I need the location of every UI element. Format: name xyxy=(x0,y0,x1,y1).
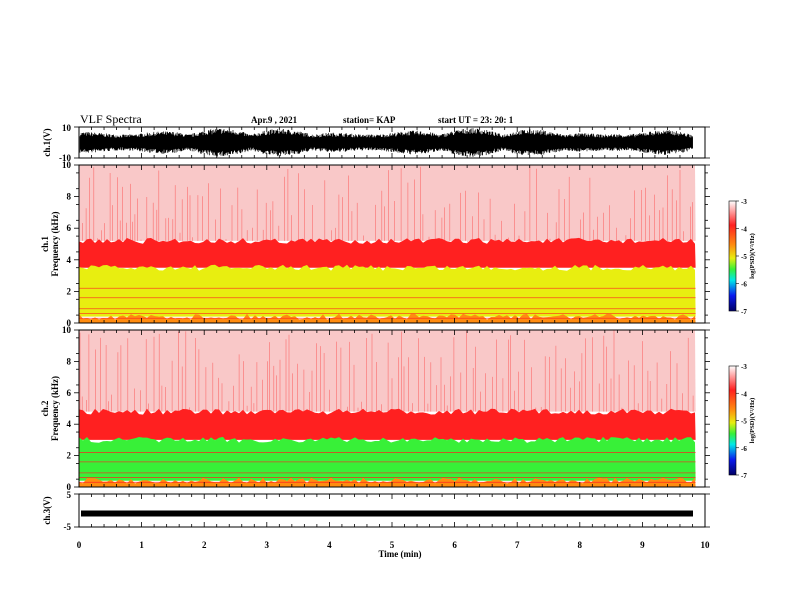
x-tick-label: 2 xyxy=(202,540,207,550)
colorbar-tick-label: -7 xyxy=(741,472,747,480)
y-axis-label: ch.3(V) xyxy=(42,496,52,524)
y-axis-label-line: ch.2 xyxy=(40,400,50,416)
band-yellow xyxy=(79,264,696,317)
colorbar-tick-label: -4 xyxy=(741,226,747,234)
band-red xyxy=(79,408,696,440)
y-axis-label-line: ch.3(V) xyxy=(42,496,52,524)
y-axis-label-line: ch.1 xyxy=(40,236,50,252)
y-tick-label: 2 xyxy=(67,286,72,296)
x-tick-label: 9 xyxy=(640,540,645,550)
y-axis-label-line: ch.1(V) xyxy=(42,128,52,156)
y-axis-label: ch.1Frequency (kHz) xyxy=(40,211,60,276)
y-tick-label: 10 xyxy=(62,160,72,170)
band-light-red xyxy=(79,330,696,412)
colorbar-tick-label: -6 xyxy=(741,445,747,453)
x-tick-label: 3 xyxy=(265,540,270,550)
time-axis: 0 1 2 3 4 5 6 7 8 9 10 xyxy=(77,540,710,550)
waveform-trace xyxy=(79,128,693,157)
start-time-label: start UT = 23: 20: 1 xyxy=(438,115,514,125)
x-axis-label: Time (min) xyxy=(378,549,421,559)
station-label: station= KAP xyxy=(343,115,396,125)
y-tick-label: -5 xyxy=(64,522,72,532)
y-tick-label: 8 xyxy=(67,356,72,366)
y-axis-label-line: Frequency (kHz) xyxy=(50,211,60,276)
ch2-colorbar: -3 -4 -5 -6 -7 log(PSD)(V²/Hz) xyxy=(728,363,756,480)
band-red xyxy=(79,237,696,268)
colorbar-tick-label: -4 xyxy=(741,390,747,398)
x-tick-label: 10 xyxy=(701,540,711,550)
y-tick-label: 5 xyxy=(67,490,72,500)
colorbar-tick-label: -7 xyxy=(741,308,747,316)
x-tick-label: 5 xyxy=(390,540,395,550)
y-tick-label: 10 xyxy=(62,123,72,133)
colorbar-tick-label: -5 xyxy=(741,418,747,426)
ch3-waveform-panel: 5 -5 ch.3(V) xyxy=(42,490,710,532)
x-tick-label: 7 xyxy=(515,540,520,550)
y-tick-label: 0 xyxy=(67,482,72,492)
colorbar-label: log(PSD)(V²/Hz) xyxy=(749,233,756,279)
y-tick-label: 4 xyxy=(67,255,72,265)
y-tick-label: 6 xyxy=(67,223,72,233)
x-tick-label: 4 xyxy=(327,540,332,550)
ch1-colorbar: -3 -4 -5 -6 -7 log(PSD)(V²/Hz) xyxy=(728,198,756,316)
y-axis-label-line: Frequency (kHz) xyxy=(50,376,60,441)
y-tick-label: 10 xyxy=(62,325,72,335)
band-light-red xyxy=(79,165,696,241)
spectrogram-streaks xyxy=(79,330,694,412)
colorbar-tick-label: -6 xyxy=(741,281,747,289)
chart-title: VLF Spectra xyxy=(80,112,142,126)
spectrogram-streaks xyxy=(79,166,693,244)
x-tick-label: 6 xyxy=(452,540,457,550)
colorbar-tick-label: -3 xyxy=(741,363,747,371)
y-tick-label: 8 xyxy=(67,192,72,202)
y-axis-label: ch.1(V) xyxy=(42,128,52,156)
x-tick-label: 0 xyxy=(77,540,82,550)
colorbar-gradient xyxy=(728,200,737,312)
ch1-waveform-panel: 10 -10 ch.1(V) xyxy=(42,123,710,163)
y-tick-label: 2 xyxy=(67,451,72,461)
waveform-trace xyxy=(81,510,693,517)
colorbar-label: log(PSD)(V²/Hz) xyxy=(749,398,756,444)
y-axis-label: ch.2Frequency (kHz) xyxy=(40,376,60,441)
colorbar-gradient xyxy=(728,365,737,476)
date-label: Apr.9 , 2021 xyxy=(251,115,298,125)
y-tick-label: 4 xyxy=(67,419,72,429)
band-green xyxy=(79,436,696,481)
ch2-spectrogram-panel: 0 2 4 6 8 10 ch.2Frequency (kHz) xyxy=(40,325,710,492)
y-tick-label: 6 xyxy=(67,388,72,398)
y-tick-label: -10 xyxy=(59,153,71,163)
ch1-spectrogram-panel: 0 2 4 6 8 10 ch.1Frequency (kHz) xyxy=(40,160,710,328)
colorbar-tick-label: -3 xyxy=(741,198,747,206)
x-tick-label: 1 xyxy=(139,540,144,550)
y-tick-label: 0 xyxy=(67,318,72,328)
colorbar-tick-label: -5 xyxy=(741,253,747,261)
x-tick-label: 8 xyxy=(578,540,583,550)
